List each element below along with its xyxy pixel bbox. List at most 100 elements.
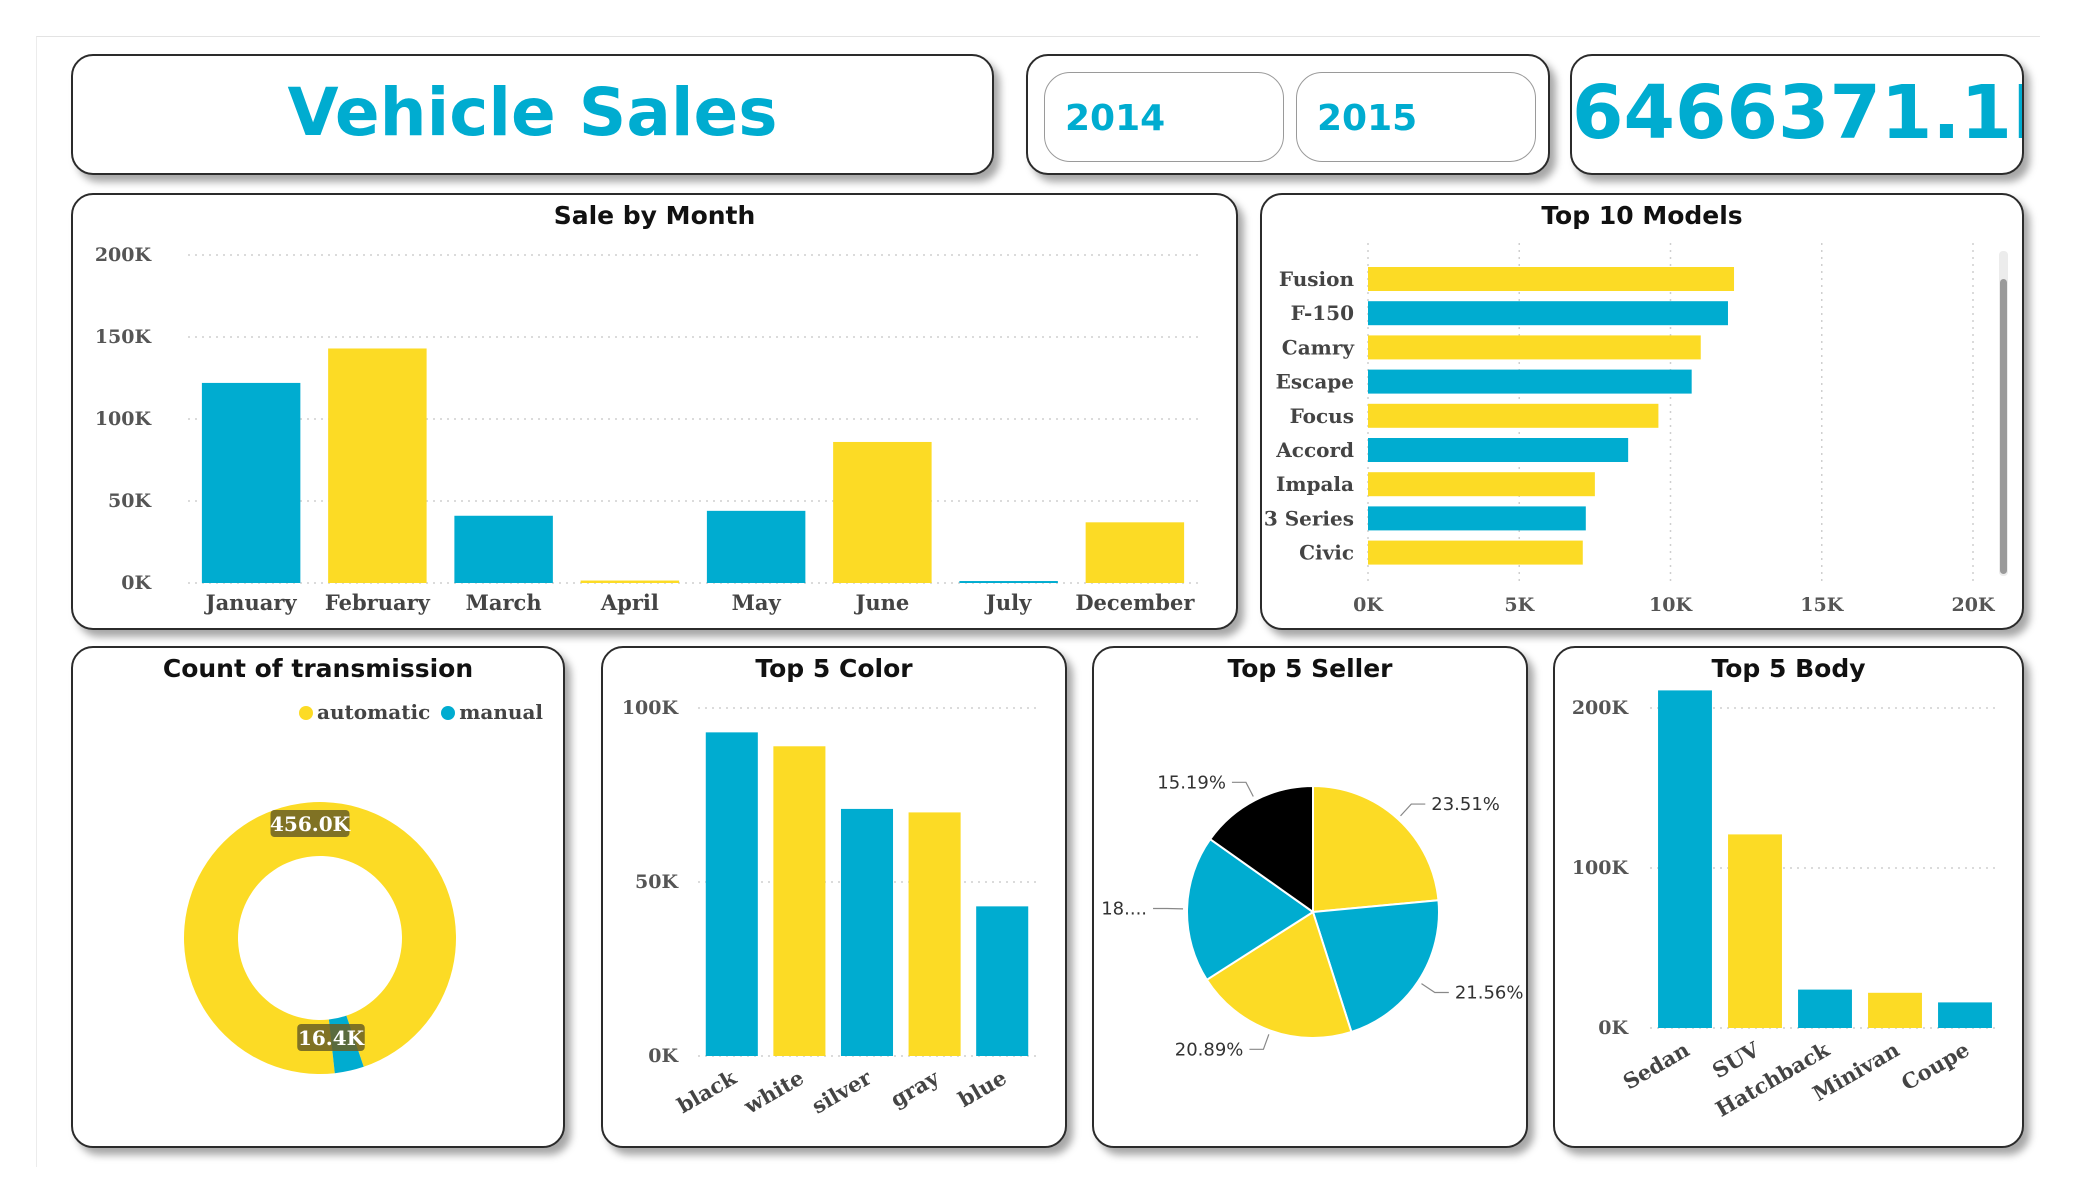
slice-4[interactable] — [1186, 837, 1315, 982]
x-label-february: February — [325, 590, 431, 615]
bar-silver[interactable] — [840, 808, 894, 1056]
slice-2[interactable] — [1311, 899, 1440, 1034]
bar-january[interactable] — [201, 382, 301, 583]
leader-line-3 — [1249, 1034, 1270, 1050]
bar-april[interactable] — [580, 580, 680, 583]
y-tick-100k: 100K — [95, 408, 153, 430]
total-sales-value: 6466371.1K — [1572, 70, 2024, 156]
y-tick-0k: 0K — [1598, 1017, 1629, 1039]
top-5-color-chart: 0K 50K 100K black white silver gray blue — [622, 697, 1036, 1119]
bar-blue[interactable] — [976, 906, 1029, 1056]
y-label-impala: Impala — [1276, 472, 1354, 496]
data-label-bg-automatic — [270, 810, 350, 837]
sale-by-month-chart: 0K 50K 100K 150K 200K January February March Apr… — [95, 244, 1198, 615]
y-tick-0k: 0K — [648, 1045, 679, 1067]
bar-black[interactable] — [705, 732, 758, 1056]
bar-hatchback[interactable] — [1798, 989, 1852, 1028]
top-5-color-title: Top 5 Color — [755, 654, 913, 683]
legend-manual-label: manual — [459, 700, 543, 724]
models-scrollbar[interactable] — [1999, 251, 2008, 576]
bar-focus[interactable] — [1368, 403, 1659, 428]
x-tick-10k: 10K — [1649, 594, 1693, 616]
bar-june[interactable] — [833, 441, 932, 583]
bar-may[interactable] — [706, 510, 806, 583]
top-5-seller-card: Top 5 Seller 23.51% 21.56% 20.89% 18.... 15.… — [1092, 646, 1528, 1148]
transmission-title: Count of transmission — [162, 654, 474, 683]
sale-by-month-card: Sale by Month 0K 50K 100K 150K 200K January Fe… — [71, 193, 1238, 630]
data-label-bg-manual — [297, 1024, 365, 1051]
x-tick-15k: 15K — [1800, 594, 1844, 616]
bar-civic[interactable] — [1368, 540, 1583, 565]
bar-minivan[interactable] — [1868, 992, 1922, 1028]
year-option-2015[interactable]: 2015 — [1296, 72, 1536, 162]
legend-manual-swatch — [441, 706, 456, 720]
bar-3-series[interactable] — [1368, 506, 1586, 531]
bar-escape[interactable] — [1368, 369, 1692, 394]
bar-fusion[interactable] — [1368, 267, 1735, 291]
bar-coupe[interactable] — [1938, 1002, 1992, 1028]
x-tick-20k: 20K — [1952, 594, 1996, 616]
x-label-january: January — [204, 590, 298, 615]
bar-suv[interactable] — [1728, 834, 1782, 1028]
transmission-donut-chart: 456.0K 16.4K — [184, 802, 457, 1074]
models-scrollbar-thumb[interactable] — [2000, 279, 2007, 574]
legend-automatic-swatch — [299, 706, 314, 720]
top-5-color-card: Top 5 Color 0K 50K 100K black white silver gra… — [601, 646, 1067, 1148]
top-10-models-chart: 0K 5K 10K 15K 20K Fusion F-150 Camry Escape Focus… — [1264, 243, 1996, 616]
legend-automatic-label: automatic — [317, 700, 431, 724]
y-label-camry: Camry — [1282, 335, 1356, 359]
dashboard-frame — [36, 36, 2040, 1167]
x-label-sedan: Sedan — [1619, 1037, 1694, 1095]
bar-accord[interactable] — [1368, 438, 1629, 462]
leader-line-5 — [1231, 781, 1254, 797]
y-tick-150k: 150K — [95, 326, 153, 348]
bar-february[interactable] — [328, 348, 427, 583]
x-label-white: white — [739, 1065, 808, 1119]
data-label-1: 23.51% — [1431, 794, 1500, 815]
leader-line-2 — [1421, 983, 1449, 994]
bar-f-150[interactable] — [1368, 301, 1728, 326]
y-label-escape: Escape — [1276, 370, 1354, 394]
slice-automatic[interactable] — [184, 802, 457, 1074]
bar-july[interactable] — [959, 581, 1058, 583]
transmission-legend: automatic manual — [299, 700, 543, 724]
y-label-fusion: Fusion — [1279, 267, 1355, 291]
slice-1[interactable] — [1312, 784, 1440, 914]
sale-by-month-title: Sale by Month — [553, 201, 756, 230]
bar-march[interactable] — [454, 515, 553, 583]
x-label-black: black — [673, 1064, 741, 1118]
y-tick-100k: 100K — [1572, 857, 1630, 879]
bar-gray[interactable] — [908, 812, 961, 1056]
y-tick-50k: 50K — [635, 871, 679, 893]
y-label-accord: Accord — [1275, 438, 1354, 462]
y-label-f-150: F-150 — [1291, 301, 1354, 325]
leader-line-1 — [1400, 803, 1426, 817]
data-label-automatic: 456.0K — [270, 812, 351, 836]
slice-3[interactable] — [1205, 910, 1353, 1039]
x-label-may: May — [732, 590, 782, 615]
bar-sedan[interactable] — [1658, 690, 1712, 1028]
bar-camry[interactable] — [1368, 335, 1701, 360]
bar-white[interactable] — [773, 746, 826, 1056]
x-label-july: July — [984, 590, 1032, 615]
slice-5[interactable] — [1208, 784, 1314, 914]
y-label-focus: Focus — [1290, 404, 1354, 428]
top-10-models-title: Top 10 Models — [1541, 201, 1743, 230]
top-5-body-title: Top 5 Body — [1711, 654, 1866, 683]
x-tick-0k: 0K — [1353, 594, 1384, 616]
bar-december[interactable] — [1085, 522, 1185, 583]
data-label-manual: 16.4K — [298, 1026, 365, 1050]
year-option-2014[interactable]: 2014 — [1044, 72, 1284, 162]
y-label-3-series: 3 Series — [1264, 506, 1354, 530]
top-5-seller-chart: 23.51% 21.56% 20.89% 18.... 15.19% — [1101, 772, 1524, 1060]
data-label-2: 21.56% — [1455, 982, 1524, 1003]
bar-impala[interactable] — [1368, 472, 1595, 497]
x-label-blue: blue — [954, 1065, 1011, 1112]
x-tick-5k: 5K — [1504, 594, 1535, 616]
year-slicer: 2014 2015 — [1026, 54, 1550, 175]
title-card: Vehicle Sales — [71, 54, 994, 175]
x-label-silver: silver — [807, 1064, 876, 1118]
y-label-civic: Civic — [1299, 541, 1354, 565]
x-label-june: June — [853, 590, 909, 615]
